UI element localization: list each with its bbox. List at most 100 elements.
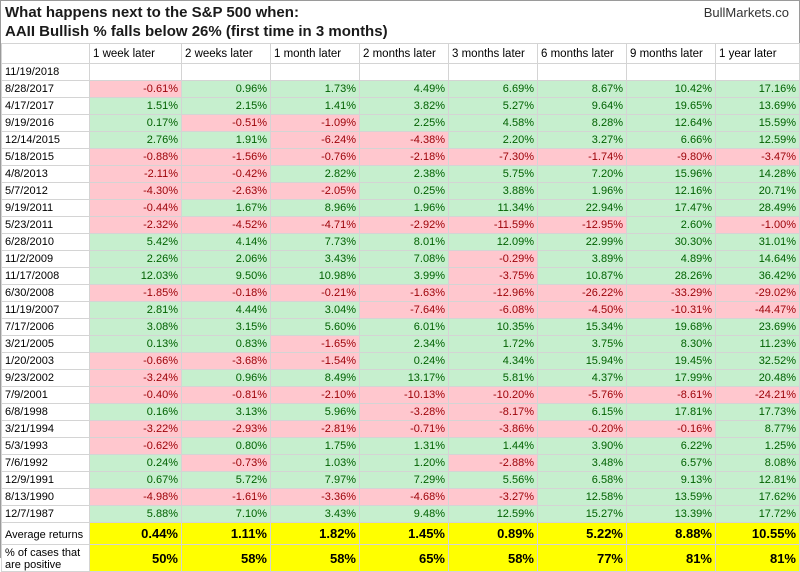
summary-label[interactable]: % of cases that are positive: [1, 544, 90, 572]
column-header[interactable]: 1 week later: [89, 43, 182, 64]
return-cell[interactable]: 17.99%: [626, 369, 716, 387]
return-cell[interactable]: -9.80%: [626, 148, 716, 166]
return-cell[interactable]: -0.66%: [89, 352, 182, 370]
return-cell[interactable]: 3.75%: [537, 335, 627, 353]
return-cell[interactable]: -2.11%: [89, 165, 182, 183]
summary-value[interactable]: 65%: [359, 544, 449, 572]
return-cell[interactable]: 3.90%: [537, 437, 627, 455]
return-cell[interactable]: 10.98%: [270, 267, 360, 285]
return-cell[interactable]: 6.01%: [359, 318, 449, 336]
return-cell[interactable]: 2.20%: [448, 131, 538, 149]
return-cell[interactable]: 2.82%: [270, 165, 360, 183]
return-cell[interactable]: -0.51%: [181, 114, 271, 132]
return-cell[interactable]: -0.21%: [270, 284, 360, 302]
return-cell[interactable]: -4.68%: [359, 488, 449, 506]
return-cell[interactable]: -8.61%: [626, 386, 716, 404]
return-cell[interactable]: 0.83%: [181, 335, 271, 353]
return-cell[interactable]: -7.64%: [359, 301, 449, 319]
return-cell[interactable]: -2.10%: [270, 386, 360, 404]
return-cell[interactable]: -26.22%: [537, 284, 627, 302]
return-cell[interactable]: 12.58%: [537, 488, 627, 506]
return-cell[interactable]: 5.60%: [270, 318, 360, 336]
return-cell[interactable]: 2.76%: [89, 131, 182, 149]
date-cell[interactable]: 12/14/2015: [1, 131, 90, 149]
return-cell[interactable]: 0.96%: [181, 369, 271, 387]
return-cell[interactable]: -29.02%: [715, 284, 800, 302]
return-cell[interactable]: [537, 63, 627, 81]
return-cell[interactable]: 15.59%: [715, 114, 800, 132]
return-cell[interactable]: 3.48%: [537, 454, 627, 472]
return-cell[interactable]: 9.13%: [626, 471, 716, 489]
return-cell[interactable]: 2.34%: [359, 335, 449, 353]
return-cell[interactable]: 3.89%: [537, 250, 627, 268]
return-cell[interactable]: -2.63%: [181, 182, 271, 200]
return-cell[interactable]: -0.16%: [626, 420, 716, 438]
return-cell[interactable]: 1.67%: [181, 199, 271, 217]
return-cell[interactable]: 6.69%: [448, 80, 538, 98]
date-cell[interactable]: 11/17/2008: [1, 267, 90, 285]
return-cell[interactable]: 8.28%: [537, 114, 627, 132]
return-cell[interactable]: 0.80%: [181, 437, 271, 455]
return-cell[interactable]: 3.88%: [448, 182, 538, 200]
return-cell[interactable]: 3.13%: [181, 403, 271, 421]
return-cell[interactable]: 8.49%: [270, 369, 360, 387]
return-cell[interactable]: 13.69%: [715, 97, 800, 115]
date-cell[interactable]: 4/8/2013: [1, 165, 90, 183]
column-header[interactable]: [1, 43, 90, 64]
return-cell[interactable]: 8.08%: [715, 454, 800, 472]
return-cell[interactable]: 7.97%: [270, 471, 360, 489]
return-cell[interactable]: -1.61%: [181, 488, 271, 506]
return-cell[interactable]: -12.96%: [448, 284, 538, 302]
return-cell[interactable]: -3.27%: [448, 488, 538, 506]
return-cell[interactable]: -2.05%: [270, 182, 360, 200]
return-cell[interactable]: 15.34%: [537, 318, 627, 336]
return-cell[interactable]: 0.17%: [89, 114, 182, 132]
return-cell[interactable]: 2.25%: [359, 114, 449, 132]
return-cell[interactable]: -2.93%: [181, 420, 271, 438]
return-cell[interactable]: 17.73%: [715, 403, 800, 421]
date-cell[interactable]: 8/13/1990: [1, 488, 90, 506]
return-cell[interactable]: -4.50%: [537, 301, 627, 319]
return-cell[interactable]: -0.42%: [181, 165, 271, 183]
date-cell[interactable]: 5/23/2011: [1, 216, 90, 234]
return-cell[interactable]: 32.52%: [715, 352, 800, 370]
return-cell[interactable]: 10.42%: [626, 80, 716, 98]
summary-value[interactable]: 58%: [448, 544, 538, 572]
return-cell[interactable]: 6.58%: [537, 471, 627, 489]
return-cell[interactable]: -4.38%: [359, 131, 449, 149]
summary-value[interactable]: 1.45%: [359, 522, 449, 545]
return-cell[interactable]: 20.71%: [715, 182, 800, 200]
return-cell[interactable]: 3.15%: [181, 318, 271, 336]
date-cell[interactable]: 9/19/2016: [1, 114, 90, 132]
date-cell[interactable]: 7/9/2001: [1, 386, 90, 404]
return-cell[interactable]: 4.49%: [359, 80, 449, 98]
date-cell[interactable]: 7/6/1992: [1, 454, 90, 472]
return-cell[interactable]: -0.62%: [89, 437, 182, 455]
return-cell[interactable]: -12.95%: [537, 216, 627, 234]
date-cell[interactable]: 4/17/2017: [1, 97, 90, 115]
return-cell[interactable]: 5.96%: [270, 403, 360, 421]
summary-value[interactable]: 77%: [537, 544, 627, 572]
return-cell[interactable]: 5.72%: [181, 471, 271, 489]
date-cell[interactable]: 6/8/1998: [1, 403, 90, 421]
return-cell[interactable]: -10.20%: [448, 386, 538, 404]
return-cell[interactable]: -1.74%: [537, 148, 627, 166]
return-cell[interactable]: 2.38%: [359, 165, 449, 183]
date-cell[interactable]: 3/21/1994: [1, 420, 90, 438]
return-cell[interactable]: -1.56%: [181, 148, 271, 166]
return-cell[interactable]: 2.60%: [626, 216, 716, 234]
return-cell[interactable]: 28.26%: [626, 267, 716, 285]
return-cell[interactable]: -3.22%: [89, 420, 182, 438]
return-cell[interactable]: 5.88%: [89, 505, 182, 523]
return-cell[interactable]: 6.66%: [626, 131, 716, 149]
return-cell[interactable]: 4.58%: [448, 114, 538, 132]
return-cell[interactable]: 4.89%: [626, 250, 716, 268]
return-cell[interactable]: 5.81%: [448, 369, 538, 387]
return-cell[interactable]: 13.39%: [626, 505, 716, 523]
return-cell[interactable]: -24.21%: [715, 386, 800, 404]
return-cell[interactable]: 8.96%: [270, 199, 360, 217]
return-cell[interactable]: 7.29%: [359, 471, 449, 489]
return-cell[interactable]: 3.99%: [359, 267, 449, 285]
return-cell[interactable]: -0.71%: [359, 420, 449, 438]
return-cell[interactable]: 17.81%: [626, 403, 716, 421]
